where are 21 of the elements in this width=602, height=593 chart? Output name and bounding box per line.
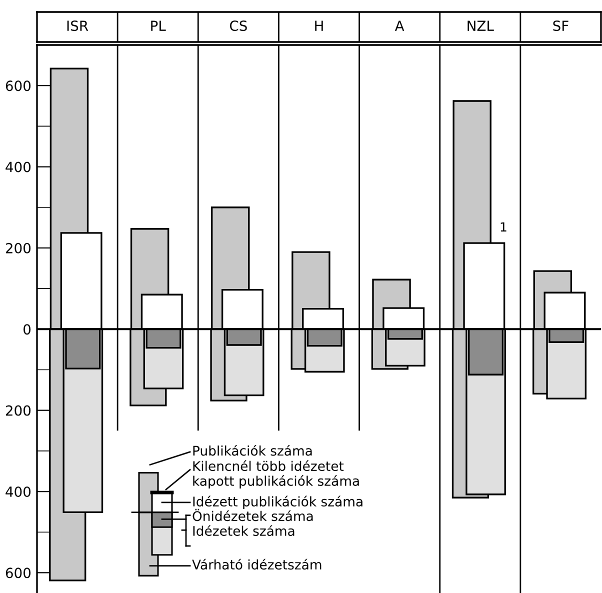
x-tick-label: ISR <box>67 20 88 32</box>
annotation: Kilencnél több idézetet kapott publikációk száma <box>193 460 359 488</box>
x-tick-label: H <box>315 20 323 31</box>
y-tick-label: 200 <box>6 405 31 416</box>
y-tick-label: 600 <box>6 80 31 92</box>
y-tick-label: 200 <box>6 242 31 254</box>
y-tick-label: 600 <box>6 568 31 578</box>
legend-label: Idézetek száma <box>193 525 294 536</box>
legend-label: Idézett publikációk száma <box>193 496 362 510</box>
y-tick-label: 0 <box>24 324 31 335</box>
y-tick-label: 400 <box>6 486 31 497</box>
x-tick-label: A <box>394 20 404 31</box>
legend-label: Várható idézetszám <box>192 558 322 570</box>
x-tick-label: CS <box>230 20 247 32</box>
legend-label: Önidézetek száma <box>192 508 313 522</box>
legend-label: Publikációk száma <box>193 445 312 456</box>
x-tick-label: NZL <box>468 20 494 31</box>
x-tick-label: SF <box>553 20 568 32</box>
annotation: 1 <box>500 222 506 232</box>
x-tick-label: PL <box>151 20 166 31</box>
y-tick-label: 400 <box>6 162 31 172</box>
